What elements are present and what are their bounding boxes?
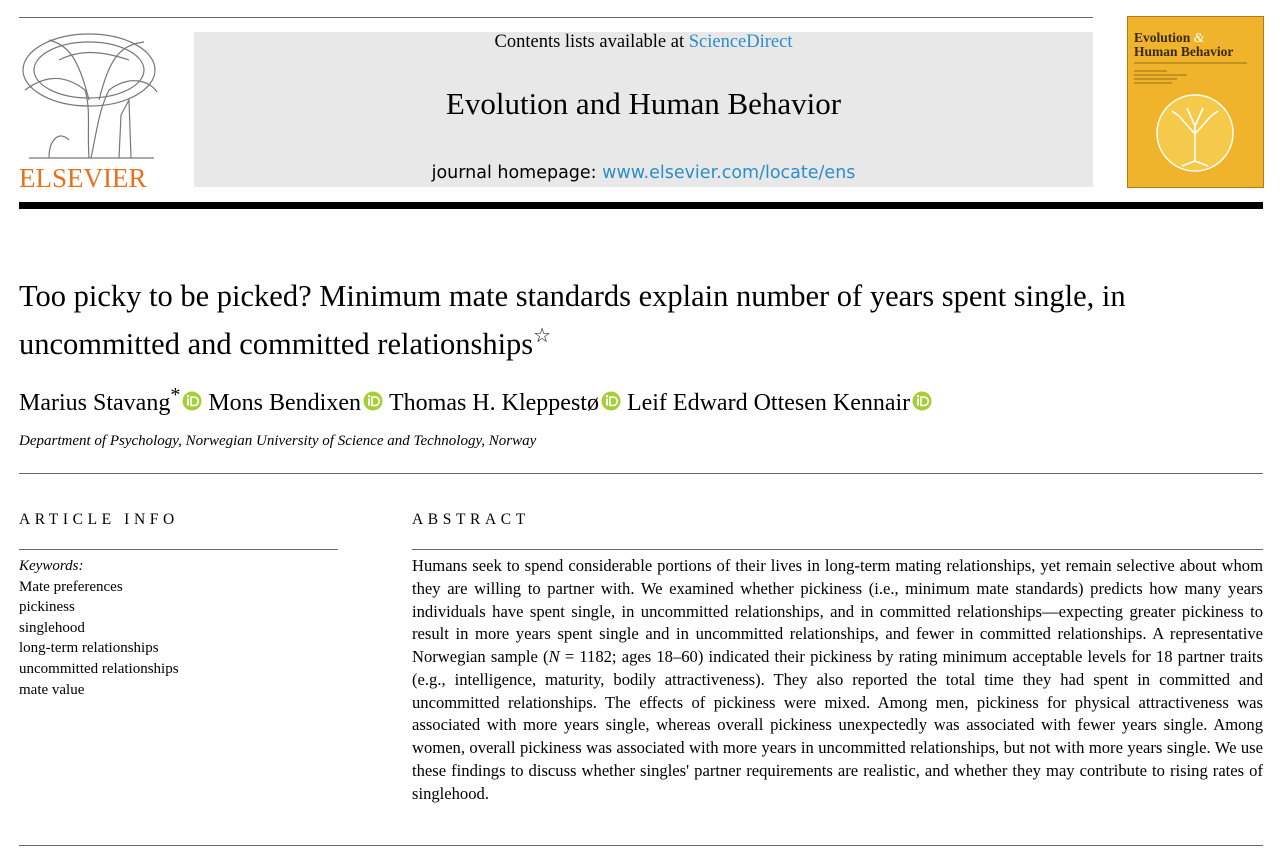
keywords: Keywords: Mate preferences pickiness singl… [19, 556, 179, 700]
orcid-d [190, 396, 200, 407]
cover-title: Evolution & [1134, 30, 1205, 45]
orcid-i [917, 398, 920, 406]
orcid-dot [367, 395, 371, 398]
corresponding-mark[interactable]: * [170, 384, 181, 406]
author: Marius Stavang* [19, 384, 202, 416]
orcid-dot [916, 395, 920, 398]
keywords-label: Keywords: [19, 558, 84, 574]
orcid-d [920, 396, 930, 407]
author-list: Marius Stavang* Mons Bendixen Thomas H. Kl… [19, 384, 932, 417]
top-rule [19, 17, 1093, 18]
title-text: Too picky to be picked? Minimum mate sta… [19, 279, 1126, 361]
abstract-n: N [548, 647, 560, 666]
info-rule [19, 549, 338, 550]
title-footnote-mark[interactable]: ☆ [533, 325, 552, 347]
cover-title-2: Human Behavior [1134, 44, 1233, 59]
orcid-i [605, 398, 608, 406]
author: Leif Edward Ottesen Kennair [627, 390, 932, 416]
orcid-icon[interactable] [363, 391, 383, 411]
orcid-icon[interactable] [601, 391, 621, 411]
orcid-i [367, 398, 370, 406]
sciencedirect-link[interactable]: ScienceDirect [688, 32, 793, 52]
abstract-part: = 1182; ages 18–60) indicated their pick… [412, 647, 1263, 803]
homepage-prefix: journal homepage: [431, 163, 597, 183]
author-name: Mons Bendixen [208, 390, 361, 416]
homepage-link[interactable]: www.elsevier.com/locate/ens [602, 163, 856, 183]
header-bar [19, 202, 1263, 209]
abstract-heading: ABSTRACT [412, 511, 530, 528]
affiliation: Department of Psychology, Norwegian Univ… [19, 433, 537, 449]
abstract-rule [412, 549, 1263, 550]
abstract-text: Humans seek to spend considerable portio… [412, 555, 1263, 805]
cover-amp: & [1194, 30, 1205, 45]
orcid-icon[interactable] [912, 391, 932, 411]
keyword: long-term relationships [19, 640, 159, 657]
author-name: Marius Stavang [19, 390, 171, 416]
orcid-dot [605, 395, 609, 398]
abstract-part: Humans seek to spend considerable portio… [412, 556, 1263, 666]
homepage-line: journal homepage: www.elsevier.com/locat… [194, 163, 1093, 183]
journal-banner: Contents lists available at ScienceDirec… [194, 32, 1093, 187]
orcid-dot [187, 395, 190, 398]
article-title: Too picky to be picked? Minimum mate sta… [19, 276, 1139, 364]
orcid-d [371, 396, 381, 407]
orcid-i [187, 398, 190, 406]
cover-title-1: Evolution [1134, 30, 1191, 45]
author: Thomas H. Kleppestø [389, 390, 621, 416]
keyword: uncommitted relationships [19, 660, 179, 677]
bottom-rule [19, 845, 1263, 846]
author-name: Thomas H. Kleppestø [388, 390, 599, 416]
keyword: mate value [19, 681, 85, 698]
contents-prefix: Contents lists available at [494, 32, 685, 52]
keyword: singlehood [19, 619, 85, 636]
orcid-d [609, 396, 618, 407]
author: Mons Bendixen [208, 390, 383, 416]
article-info-heading: ARTICLE INFO [19, 511, 179, 528]
section-rule [19, 473, 1263, 474]
author-name: Leif Edward Ottesen Kennair [626, 390, 911, 416]
journal-cover[interactable]: Evolution & Human Behavior [1127, 16, 1264, 188]
keyword: pickiness [19, 599, 75, 616]
publisher-logo: ELSEVIER [19, 33, 158, 192]
publisher-name: ELSEVIER [19, 163, 147, 192]
orcid-icon[interactable] [182, 391, 202, 411]
journal-title: Evolution and Human Behavior [445, 86, 842, 121]
contents-line: Contents lists available at ScienceDirec… [194, 32, 1093, 53]
keyword: Mate preferences [19, 578, 123, 595]
